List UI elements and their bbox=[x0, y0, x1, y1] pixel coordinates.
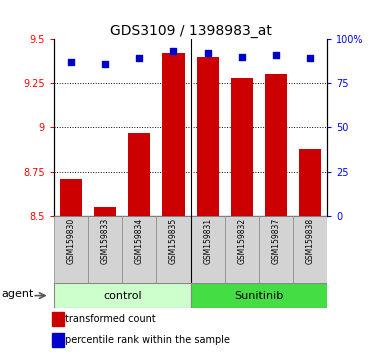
Text: control: control bbox=[103, 291, 142, 301]
Text: GSM159832: GSM159832 bbox=[237, 218, 246, 264]
Point bbox=[171, 48, 177, 54]
Bar bbox=[265, 74, 287, 216]
Point bbox=[307, 56, 313, 61]
FancyBboxPatch shape bbox=[122, 216, 156, 283]
Point bbox=[102, 61, 108, 67]
Bar bbox=[52, 312, 64, 326]
Text: GSM159837: GSM159837 bbox=[271, 218, 281, 264]
Title: GDS3109 / 1398983_at: GDS3109 / 1398983_at bbox=[110, 24, 271, 38]
Point bbox=[273, 52, 279, 58]
FancyBboxPatch shape bbox=[88, 216, 122, 283]
Text: agent: agent bbox=[1, 289, 33, 299]
FancyBboxPatch shape bbox=[191, 216, 225, 283]
Text: GSM159830: GSM159830 bbox=[67, 218, 75, 264]
FancyBboxPatch shape bbox=[54, 216, 88, 283]
Point bbox=[136, 56, 142, 61]
FancyBboxPatch shape bbox=[225, 216, 259, 283]
Bar bbox=[299, 149, 321, 216]
Bar bbox=[60, 179, 82, 216]
Text: GSM159838: GSM159838 bbox=[306, 218, 315, 264]
Text: GSM159835: GSM159835 bbox=[169, 218, 178, 264]
FancyBboxPatch shape bbox=[156, 216, 191, 283]
Bar bbox=[94, 207, 116, 216]
FancyBboxPatch shape bbox=[293, 216, 327, 283]
Bar bbox=[128, 133, 151, 216]
FancyBboxPatch shape bbox=[191, 283, 327, 308]
Bar bbox=[52, 333, 64, 347]
Point bbox=[68, 59, 74, 65]
Text: percentile rank within the sample: percentile rank within the sample bbox=[65, 335, 230, 345]
FancyBboxPatch shape bbox=[259, 216, 293, 283]
Text: GSM159833: GSM159833 bbox=[100, 218, 110, 264]
FancyBboxPatch shape bbox=[54, 283, 191, 308]
Bar bbox=[231, 78, 253, 216]
Bar bbox=[197, 57, 219, 216]
Point bbox=[239, 54, 245, 59]
Text: Sunitinib: Sunitinib bbox=[234, 291, 283, 301]
Text: GSM159834: GSM159834 bbox=[135, 218, 144, 264]
Point bbox=[204, 50, 211, 56]
Text: GSM159831: GSM159831 bbox=[203, 218, 212, 264]
Bar bbox=[162, 53, 184, 216]
Text: transformed count: transformed count bbox=[65, 314, 156, 324]
